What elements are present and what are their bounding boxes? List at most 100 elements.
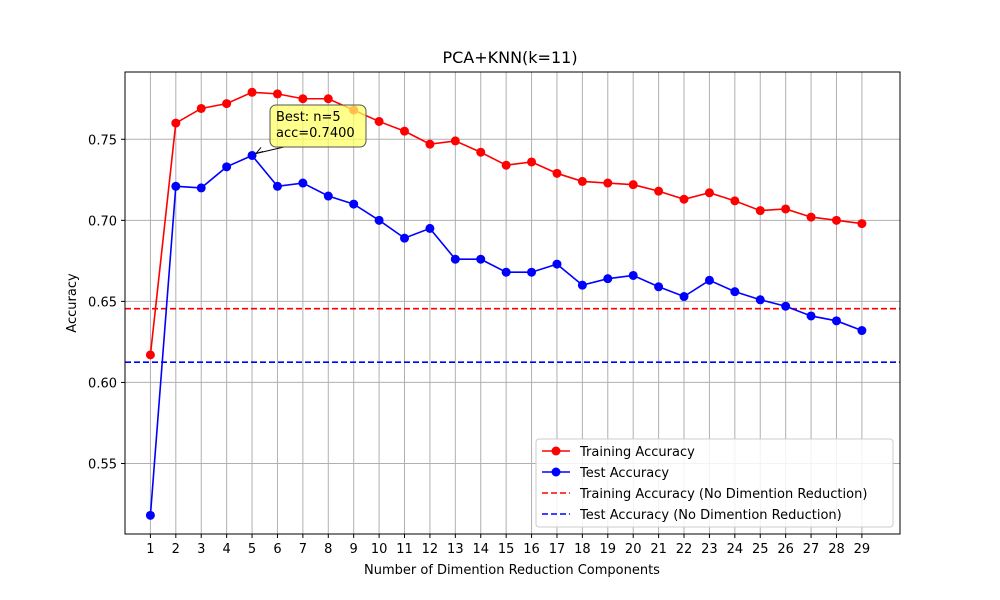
x-tick-label: 3 [197, 542, 205, 557]
y-axis-label: Accuracy [65, 273, 80, 333]
x-tick-label: 26 [777, 542, 794, 557]
x-tick-label: 13 [447, 542, 464, 557]
legend-swatch-marker [551, 446, 561, 456]
legend: Training Accuracy Test Accuracy Training A… [535, 438, 894, 528]
series-0-point [781, 204, 791, 214]
series-1-point [704, 275, 714, 285]
x-tick-label: 21 [650, 542, 667, 557]
x-tick-label: 28 [828, 542, 845, 557]
series-0-point [654, 186, 664, 196]
series-1-point [527, 267, 537, 277]
series-0-point [247, 87, 257, 97]
series-0-point [527, 157, 537, 167]
x-tick-label: 23 [701, 542, 718, 557]
legend-label: Test Accuracy [579, 466, 669, 481]
x-tick-label: 4 [222, 542, 230, 557]
x-tick-label: 11 [396, 542, 413, 557]
legend-box [535, 438, 894, 528]
legend-swatch-marker [551, 467, 561, 477]
x-tick-label: 12 [422, 542, 439, 557]
series-1-point [247, 150, 257, 160]
series-1-point [450, 254, 460, 264]
series-0-point [323, 94, 333, 104]
series-0-point [400, 126, 410, 136]
series-layer [145, 87, 867, 520]
annotation-arrowhead [254, 147, 264, 155]
y-tick-label: 0.55 [88, 457, 117, 472]
series-1-point [171, 181, 181, 191]
series-1-point [730, 287, 740, 297]
series-0-point [298, 94, 308, 104]
x-tick-label: 27 [803, 542, 820, 557]
plot-area-frame [124, 71, 901, 535]
series-1-point [552, 259, 562, 269]
series-0-point [831, 215, 841, 225]
series-0-point [806, 212, 816, 222]
chart-title: PCA+KNN(k=11) [442, 48, 577, 67]
series-0-point [730, 196, 740, 206]
series-1-point [400, 233, 410, 243]
x-tick-label: 2 [172, 542, 180, 557]
series-0-point [476, 147, 486, 157]
x-tick-label: 7 [299, 542, 307, 557]
series-1-point [196, 183, 206, 193]
series-0-point [628, 180, 638, 190]
series-0-point [196, 103, 206, 113]
series-0-point [577, 176, 587, 186]
annotation-text-line: acc=0.7400 [276, 126, 355, 141]
x-tick-label: 1 [146, 542, 154, 557]
series-1-point [349, 199, 359, 209]
series-1-point [654, 282, 664, 292]
annotation-box [269, 104, 367, 148]
series-0-point [145, 350, 155, 360]
x-tick-label: 14 [472, 542, 489, 557]
x-tick-label: 19 [600, 542, 617, 557]
series-1-point [781, 301, 791, 311]
series-1-point [145, 510, 155, 520]
x-tick-label: 15 [498, 542, 515, 557]
series-0-point [222, 99, 232, 109]
y-tick-label: 0.60 [88, 376, 117, 391]
series-0-point [603, 178, 613, 188]
series-0-point [704, 188, 714, 198]
series-1-point [806, 311, 816, 321]
series-0-point [857, 219, 867, 229]
series-1-point [577, 280, 587, 290]
series-1-point [831, 316, 841, 326]
series-0-point [501, 160, 511, 170]
series-1-point [222, 162, 232, 172]
series-0-point [552, 168, 562, 178]
x-tick-label: 9 [350, 542, 358, 557]
y-tick-label: 0.65 [88, 295, 117, 310]
x-tick-label: 18 [574, 542, 591, 557]
series-1-point [323, 191, 333, 201]
series-0-point [755, 206, 765, 216]
x-tick-label: 5 [248, 542, 256, 557]
legend-label: Training Accuracy [579, 445, 695, 460]
reference-lines [125, 307, 900, 363]
x-tick-label: 17 [549, 542, 566, 557]
series-1-point [628, 270, 638, 280]
series-1-point [476, 254, 486, 264]
series-0-point [425, 139, 435, 149]
x-tick-label: 25 [752, 542, 769, 557]
y-tick-label: 0.75 [88, 133, 117, 148]
x-tick-label: 29 [854, 542, 871, 557]
x-tick-label: 24 [727, 542, 744, 557]
legend-label: Test Accuracy (No Dimention Reduction) [579, 508, 842, 523]
x-axis-label: Number of Dimention Reduction Components [364, 563, 660, 578]
series-0-point [450, 136, 460, 146]
series-1-point [679, 292, 689, 302]
series-1-point [272, 181, 282, 191]
x-tick-label: 10 [371, 542, 388, 557]
series-0-point [679, 194, 689, 204]
series-1-point [501, 267, 511, 277]
series-0-point [272, 89, 282, 99]
x-tick-label: 8 [324, 542, 332, 557]
series-1-point [298, 178, 308, 188]
series-1-point [755, 295, 765, 305]
x-tick-label: 16 [523, 542, 540, 557]
series-1-point [374, 215, 384, 225]
